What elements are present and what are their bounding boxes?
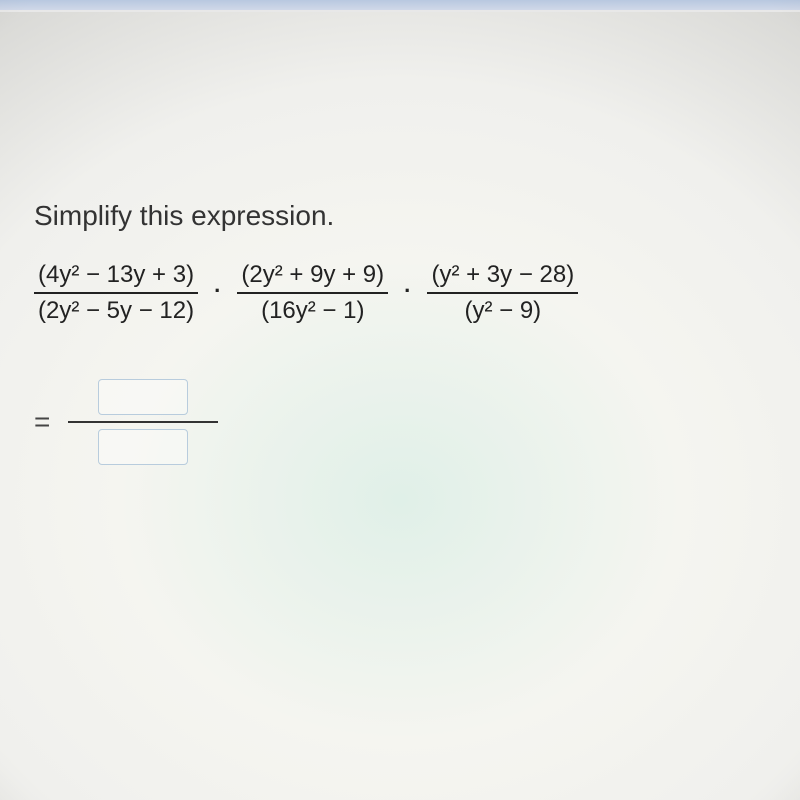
answer-fraction: [68, 379, 218, 465]
instruction-text: Simplify this expression.: [34, 200, 766, 232]
fraction-1-denominator: (2y² − 5y − 12): [34, 296, 198, 326]
fraction-1: (4y² − 13y + 3) (2y² − 5y − 12): [34, 260, 198, 327]
multiply-dot-2: ·: [404, 280, 411, 302]
fraction-3-denominator: (y² − 9): [460, 296, 545, 326]
answer-numerator-input[interactable]: [98, 379, 188, 415]
fraction-2-numerator: (2y² + 9y + 9): [237, 260, 388, 290]
fraction-1-bar: [34, 292, 198, 294]
fraction-3: (y² + 3y − 28) (y² − 9): [427, 260, 578, 327]
fraction-3-bar: [427, 292, 578, 294]
math-expression: (4y² − 13y + 3) (2y² − 5y − 12) · (2y² +…: [34, 260, 766, 327]
answer-row: =: [34, 379, 766, 465]
fraction-2-denominator: (16y² − 1): [257, 296, 368, 326]
fraction-2: (2y² + 9y + 9) (16y² − 1): [237, 260, 388, 327]
fraction-3-numerator: (y² + 3y − 28): [427, 260, 578, 290]
window-topbar: [0, 0, 800, 12]
fraction-2-bar: [237, 292, 388, 294]
equals-sign: =: [34, 406, 50, 438]
multiply-dot-1: ·: [214, 280, 221, 302]
fraction-1-numerator: (4y² − 13y + 3): [34, 260, 198, 290]
answer-fraction-bar: [68, 421, 218, 423]
answer-denominator-input[interactable]: [98, 429, 188, 465]
problem-content: Simplify this expression. (4y² − 13y + 3…: [34, 200, 766, 465]
